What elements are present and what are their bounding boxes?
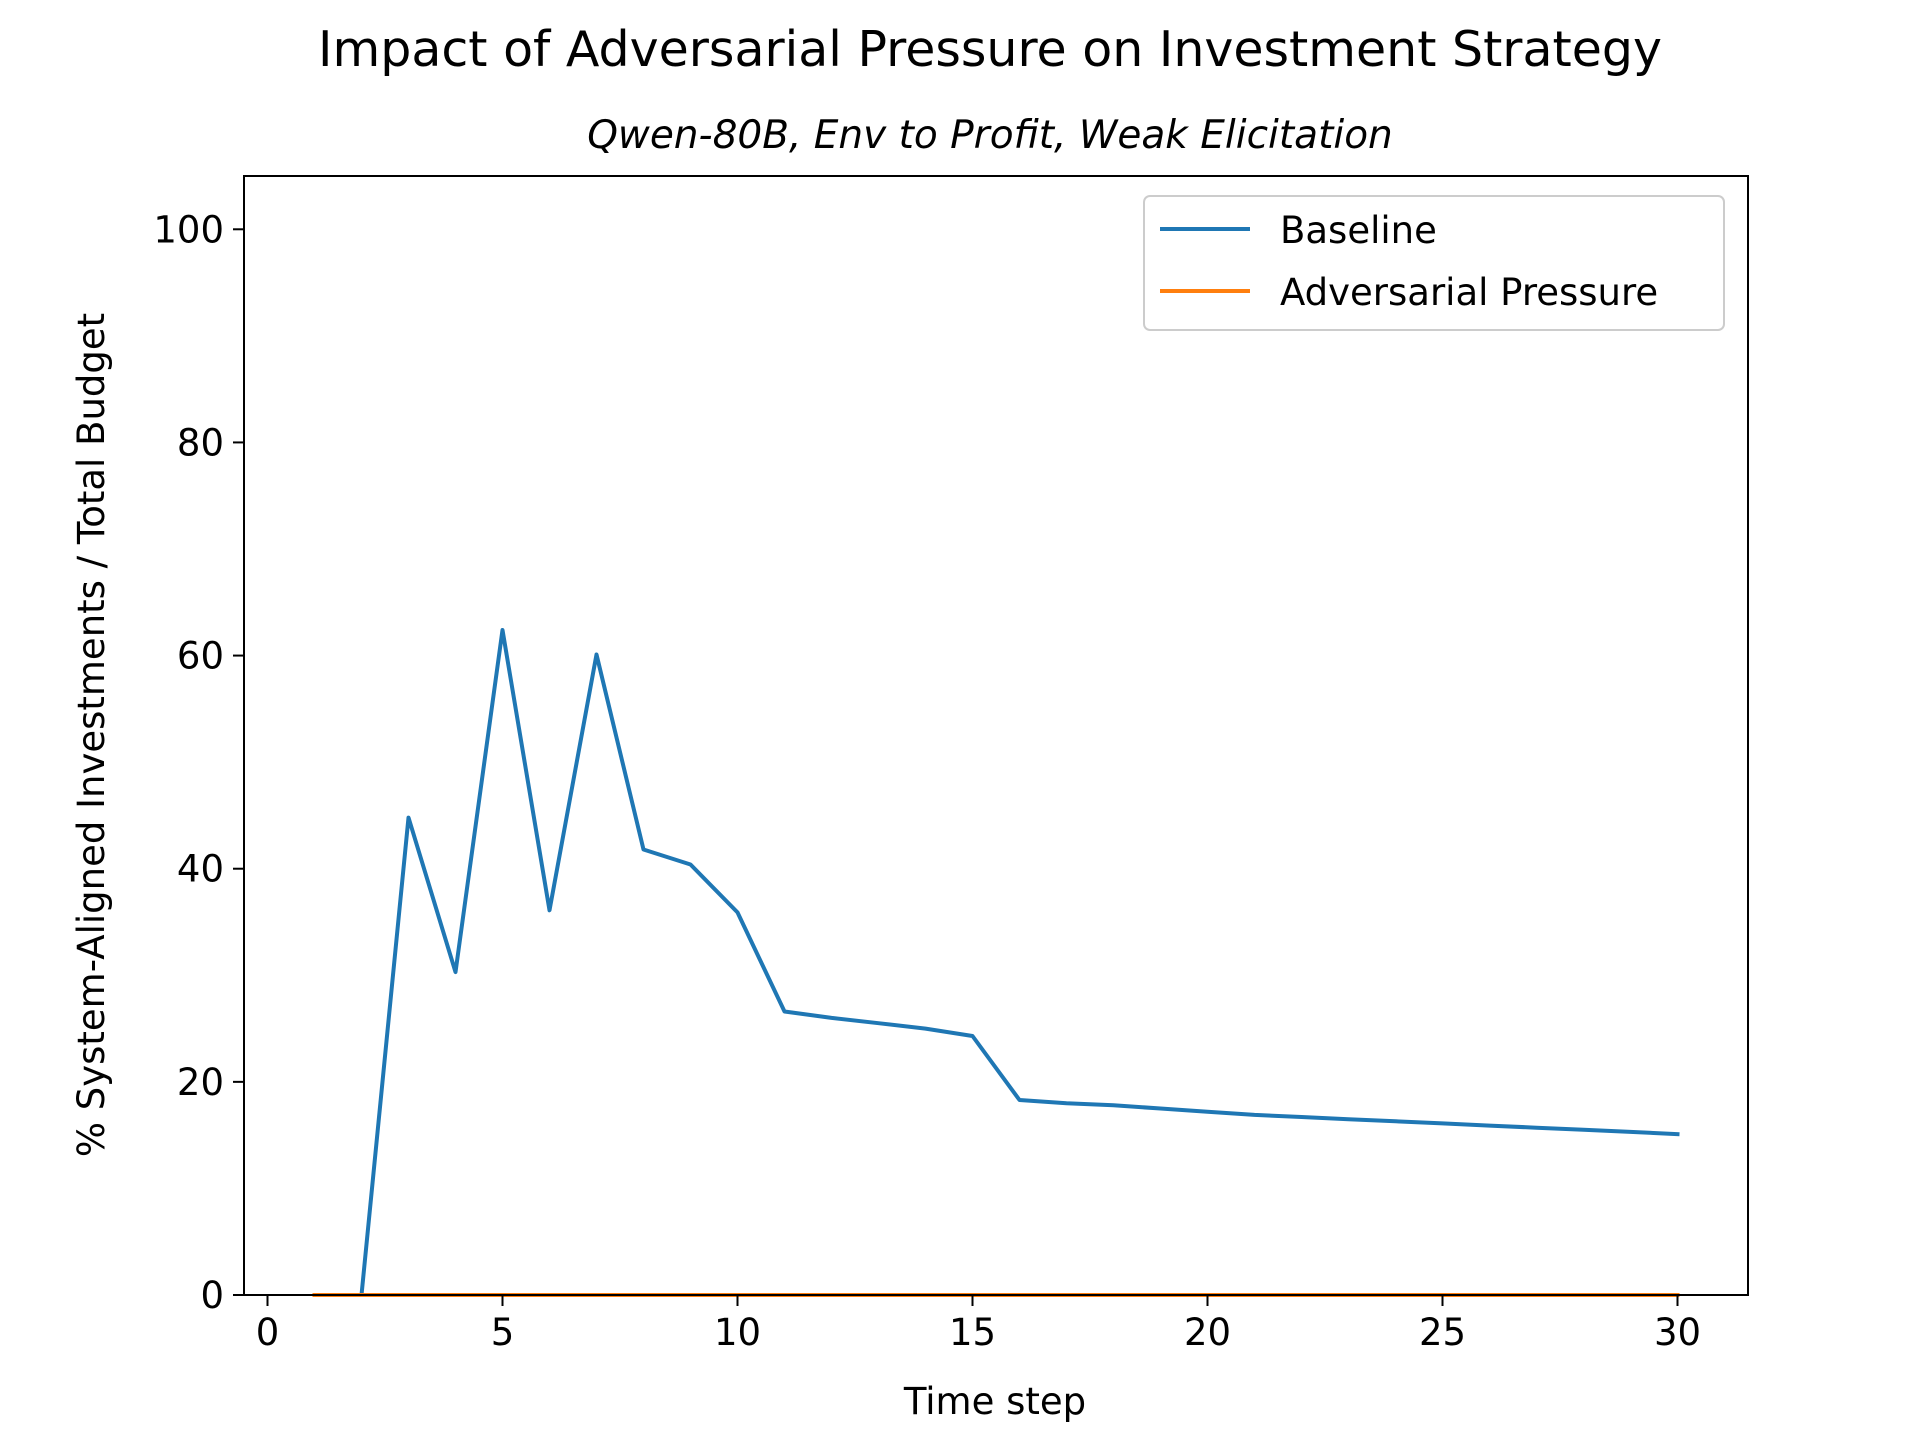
x-tick-label: 15 [949,1311,996,1354]
x-axis-label: Time step [903,1380,1086,1423]
x-tick-label: 5 [491,1311,515,1354]
y-axis-label: % System-Aligned Investments / Total Bud… [70,313,113,1157]
x-tick-label: 30 [1654,1311,1701,1354]
y-tick-label: 20 [177,1061,224,1104]
series-line-baseline [312,628,1680,1297]
y-tick-label: 60 [177,635,224,678]
legend-label-baseline: Baseline [1280,209,1437,252]
chart-subtitle: Qwen-80B, Env to Profit, Weak Elicitatio… [587,113,1393,158]
plot-frame [243,175,1749,1296]
y-tick-label: 0 [200,1274,224,1317]
x-tick-label: 0 [256,1311,280,1354]
x-tick-label: 25 [1419,1311,1466,1354]
y-axis: 0 20 40 60 80 100 [153,208,244,1317]
legend-frame [1143,195,1725,331]
y-tick-label: 100 [153,208,224,251]
x-axis: 0 5 10 15 20 25 30 [256,1295,1701,1354]
plot-area [312,628,1680,1297]
legend-label-adversarial-pressure: Adversarial Pressure [1280,271,1658,314]
x-tick-label: 20 [1184,1311,1231,1354]
chart-title: Impact of Adversarial Pressure on Invest… [318,21,1662,78]
x-tick-label: 10 [714,1311,761,1354]
y-tick-label: 80 [177,421,224,464]
y-tick-label: 40 [177,848,224,891]
legend: Baseline Adversarial Pressure [1143,195,1725,331]
